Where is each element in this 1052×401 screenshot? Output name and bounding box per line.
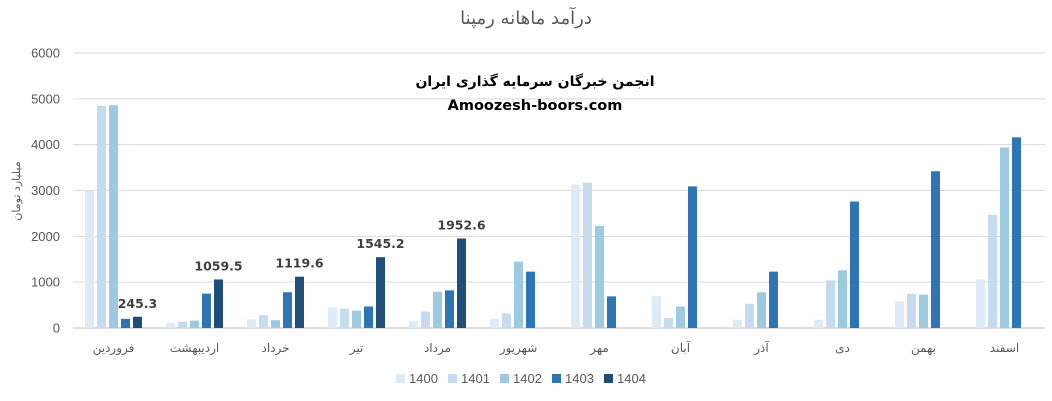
legend-label: 1404 xyxy=(617,371,646,386)
bar xyxy=(85,190,94,328)
bar xyxy=(1012,137,1021,328)
bar xyxy=(202,293,211,328)
bar xyxy=(283,292,292,328)
legend-swatch xyxy=(396,374,405,383)
bar xyxy=(514,261,523,328)
bar xyxy=(664,317,673,328)
legend-swatch xyxy=(448,374,457,383)
bar xyxy=(490,318,499,328)
bar xyxy=(457,238,466,328)
bar xyxy=(190,320,199,328)
bar xyxy=(247,319,256,328)
bar xyxy=(826,280,835,328)
data-label: 1119.6 xyxy=(275,256,324,271)
y-tick-label: 4000 xyxy=(31,137,60,152)
bar xyxy=(166,322,175,328)
legend-label: 1401 xyxy=(461,371,490,386)
bar xyxy=(838,270,847,328)
data-label: 245.3 xyxy=(118,296,158,311)
data-label: 1545.2 xyxy=(356,236,404,251)
bar xyxy=(571,184,580,328)
bar xyxy=(214,279,223,328)
bar xyxy=(988,214,997,328)
legend: 1400 1401 1402 1403 1404 xyxy=(396,371,646,386)
watermark-line-2: Amoozesh-boors.com xyxy=(448,98,623,114)
bar xyxy=(295,276,304,328)
y-tick-label: 6000 xyxy=(31,46,60,61)
y-tick-label: 0 xyxy=(53,321,60,336)
x-category-label: فروردین xyxy=(93,341,135,356)
x-category-label: آبان xyxy=(671,340,691,355)
bar xyxy=(97,105,106,328)
x-category-label: بهمن xyxy=(911,341,936,356)
gridlines xyxy=(73,52,1045,329)
bar xyxy=(121,318,130,328)
bar xyxy=(376,257,385,328)
x-category-label: آذر xyxy=(753,340,769,356)
bar xyxy=(340,308,349,328)
x-category-label: دی xyxy=(835,341,850,355)
legend-swatch xyxy=(552,374,561,383)
bar xyxy=(607,296,616,328)
x-category-label: شهریور xyxy=(499,341,538,356)
bar xyxy=(688,186,697,328)
bar xyxy=(907,293,916,328)
bar xyxy=(652,295,661,328)
y-tick-label: 3000 xyxy=(31,183,60,198)
chart-title: درآمد ماهانه رمپنا xyxy=(460,6,592,29)
bar xyxy=(445,290,454,328)
x-category-label: اردیبهشت xyxy=(170,341,219,356)
bar xyxy=(1000,147,1009,328)
bar xyxy=(814,319,823,328)
data-label: 1952.6 xyxy=(437,218,486,233)
bar xyxy=(919,294,928,328)
legend-swatch xyxy=(500,374,509,383)
bar xyxy=(352,310,361,328)
bar xyxy=(271,320,280,328)
watermark-line-1: انجمن خبرگان سرمایه گذاری ایران xyxy=(415,73,654,90)
bar xyxy=(328,307,337,328)
bar xyxy=(259,315,268,328)
bar xyxy=(133,316,142,328)
x-category-label: خرداد xyxy=(261,341,289,356)
bar xyxy=(109,105,118,328)
bar xyxy=(502,313,511,328)
bar xyxy=(676,306,685,328)
bar xyxy=(433,291,442,328)
x-axis-categories: فروردین اردیبهشت خرداد تیر مرداد شهریور مهر آبا… xyxy=(93,340,1020,356)
y-axis-label: میلیارد تومان xyxy=(10,161,23,220)
bar xyxy=(850,201,859,328)
x-category-label: مهر xyxy=(589,341,609,356)
y-tick-label: 1000 xyxy=(31,275,60,290)
y-tick-label: 5000 xyxy=(31,91,60,106)
bar xyxy=(895,301,904,328)
bar xyxy=(757,292,766,328)
bar xyxy=(409,321,418,328)
x-category-label: تیر xyxy=(349,341,364,356)
bar xyxy=(526,271,535,328)
bar xyxy=(583,182,592,328)
legend-label: 1400 xyxy=(409,371,438,386)
legend-label: 1403 xyxy=(565,371,594,386)
x-category-label: مرداد xyxy=(424,341,451,356)
bar xyxy=(745,303,754,328)
data-label: 1059.5 xyxy=(194,258,242,273)
y-axis-ticks: 0 1000 2000 3000 4000 5000 6000 xyxy=(31,46,60,336)
data-labels: 245.3 1059.5 1119.6 1545.2 1952.6 xyxy=(118,218,486,311)
x-category-label: اسفند xyxy=(990,341,1019,355)
legend-swatch xyxy=(604,374,613,383)
bar xyxy=(421,311,430,328)
legend-label: 1402 xyxy=(513,371,542,386)
bar xyxy=(178,321,187,328)
bar xyxy=(931,171,940,328)
bar xyxy=(769,271,778,328)
bar xyxy=(364,306,373,328)
bars xyxy=(85,105,1021,328)
bar xyxy=(595,225,604,328)
y-tick-label: 2000 xyxy=(31,229,60,244)
bar xyxy=(976,279,985,328)
bar xyxy=(733,319,742,328)
